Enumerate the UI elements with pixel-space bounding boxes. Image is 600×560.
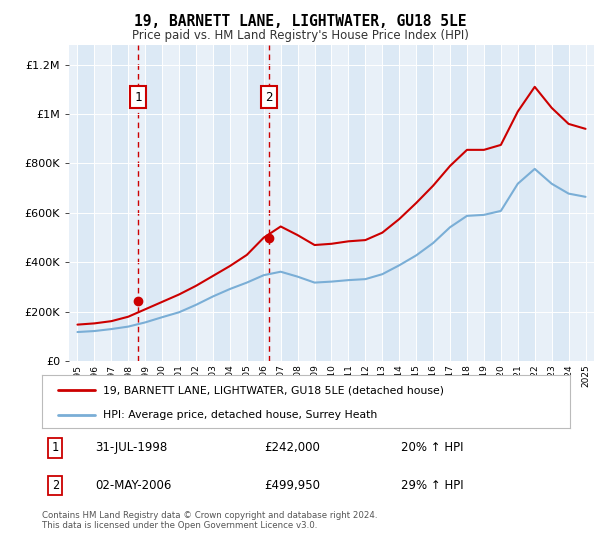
Bar [162,45,179,361]
Bar [399,45,416,361]
Bar [247,45,264,361]
Bar [128,45,145,361]
Bar [213,45,230,361]
Bar [331,45,349,361]
Bar [298,45,314,361]
Bar [535,45,551,361]
Text: Contains HM Land Registry data © Crown copyright and database right 2024.
This d: Contains HM Land Registry data © Crown c… [42,511,377,530]
Bar [77,45,94,361]
Bar [281,45,298,361]
Text: 2: 2 [266,91,273,104]
Bar [569,45,586,361]
Text: 2: 2 [52,479,59,492]
Bar [501,45,518,361]
Bar [450,45,467,361]
Bar [349,45,365,361]
Text: 31-JUL-1998: 31-JUL-1998 [95,441,167,454]
Text: 1: 1 [52,441,59,454]
Text: 1: 1 [134,91,142,104]
Bar [416,45,433,361]
Bar [179,45,196,361]
Bar [264,45,281,361]
Bar [230,45,247,361]
Text: 20% ↑ HPI: 20% ↑ HPI [401,441,464,454]
Bar [145,45,162,361]
Text: £499,950: £499,950 [264,479,320,492]
Bar [433,45,450,361]
Bar [551,45,569,361]
Text: 19, BARNETT LANE, LIGHTWATER, GU18 5LE: 19, BARNETT LANE, LIGHTWATER, GU18 5LE [134,14,466,29]
Text: 02-MAY-2006: 02-MAY-2006 [95,479,171,492]
Text: 29% ↑ HPI: 29% ↑ HPI [401,479,464,492]
Bar [94,45,112,361]
Text: 19, BARNETT LANE, LIGHTWATER, GU18 5LE (detached house): 19, BARNETT LANE, LIGHTWATER, GU18 5LE (… [103,385,444,395]
Bar [365,45,382,361]
Bar [518,45,535,361]
Bar [382,45,399,361]
Text: HPI: Average price, detached house, Surrey Heath: HPI: Average price, detached house, Surr… [103,410,377,420]
Bar [314,45,331,361]
Bar [196,45,213,361]
Text: £242,000: £242,000 [264,441,320,454]
Text: Price paid vs. HM Land Registry's House Price Index (HPI): Price paid vs. HM Land Registry's House … [131,29,469,42]
Bar [467,45,484,361]
Bar [112,45,128,361]
Bar [484,45,501,361]
